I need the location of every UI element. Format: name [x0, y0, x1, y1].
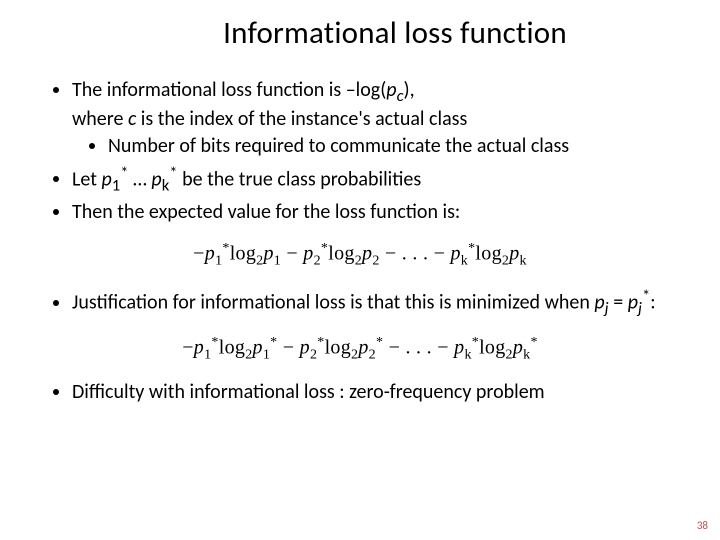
b4-post: : — [650, 291, 655, 315]
b1-sub: c — [397, 86, 404, 106]
b2-pre: Let — [72, 167, 101, 191]
slide: Informational loss function The informat… — [0, 0, 720, 540]
b2-p1: p — [101, 167, 111, 191]
b4-pj2: p — [628, 291, 638, 315]
b1-l2-pre: where — [72, 107, 128, 131]
bullet-1-sub: Number of bits required to communicate t… — [108, 134, 692, 159]
b4-pj: p — [594, 291, 604, 315]
sub-list-1: Number of bits required to communicate t… — [72, 134, 692, 159]
bullet-list: The informational loss function is –log(… — [28, 78, 692, 225]
b1-pre: The informational loss function is –log( — [72, 78, 386, 102]
b4-eq: = — [609, 291, 628, 315]
bullet-1: The informational loss function is –log(… — [72, 78, 692, 159]
b1-var: p — [386, 78, 396, 102]
page-number: 38 — [697, 519, 708, 532]
bullet-4: Justification for informational loss is … — [72, 286, 692, 319]
b4-pre: Justification for informational loss is … — [72, 291, 594, 315]
b2-star1: * — [120, 163, 128, 183]
b1-post: ), — [404, 78, 415, 102]
b2-post: be the true class probabilities — [178, 167, 422, 191]
b2-star2: * — [169, 163, 177, 183]
b2-pk: p — [151, 167, 161, 191]
formula-1: −p1*log2p1 − p2*log2p2 − . . . − pk*log2… — [28, 241, 692, 270]
bullet-list-3: Difficulty with informational loss : zer… — [28, 380, 692, 405]
b2-dots: … — [129, 167, 152, 191]
b1-l2-post: is the index of the instance's actual cl… — [136, 107, 467, 131]
bullet-2: Let p1* … pk* be the true class probabil… — [72, 163, 692, 196]
bullet-3: Then the expected value for the loss fun… — [72, 200, 692, 225]
formula-2: −p1*log2p1* − p2*log2p2* − . . . − pk*lo… — [28, 335, 692, 364]
bullet-5: Difficulty with informational loss : zer… — [72, 380, 692, 405]
slide-title: Informational loss function — [98, 14, 692, 52]
bullet-list-2: Justification for informational loss is … — [28, 286, 692, 319]
b2-1: 1 — [112, 175, 120, 195]
